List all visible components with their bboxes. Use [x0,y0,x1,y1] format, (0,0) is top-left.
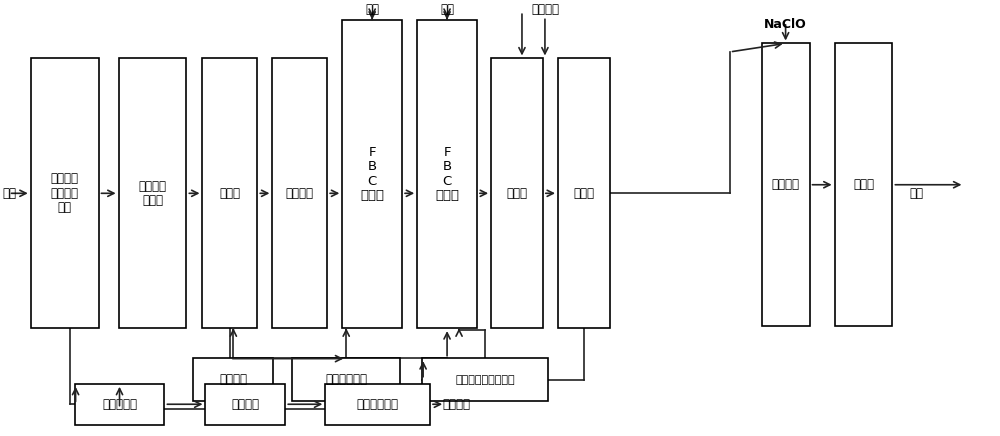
Text: 滤布滤池: 滤布滤池 [772,178,800,191]
Text: NaClO: NaClO [764,17,807,31]
Bar [417,20,477,328]
Bar [342,20,402,328]
Text: 初沉污泥泵房: 初沉污泥泵房 [325,373,367,386]
Bar [75,384,164,425]
Bar [325,384,430,425]
Text: 回流及剩余污泥泵房: 回流及剩余污泥泵房 [455,375,515,385]
Text: 好氧池: 好氧池 [506,187,527,200]
Text: 初沉池: 初沉池 [219,187,240,200]
Text: 终沉池: 终沉池 [573,187,594,200]
Text: 污泥浓缩池: 污泥浓缩池 [102,398,137,411]
Text: 原水: 原水 [365,3,379,16]
Text: 泥饼外运: 泥饼外运 [442,398,470,411]
Text: 接触池: 接触池 [853,178,874,191]
Text: F
B
C
缺氧池: F B C 缺氧池 [435,146,459,202]
Text: 除磷药剂: 除磷药剂 [531,3,559,16]
Text: F
B
C
厌氧池: F B C 厌氧池 [360,146,384,202]
Bar [193,358,273,401]
Bar [835,44,892,326]
Bar [558,58,610,328]
Bar [272,58,327,328]
Bar [292,358,400,401]
Bar [422,358,548,401]
Text: 细格栅及
沉砂池: 细格栅及 沉砂池 [138,180,166,207]
Bar [119,58,186,328]
Bar [202,58,257,328]
Text: 消化系统: 消化系统 [231,398,259,411]
Bar [762,44,810,326]
Text: 原水: 原水 [440,3,454,16]
Text: 粗格珊及
污水提升
泵房: 粗格珊及 污水提升 泵房 [51,172,79,215]
Text: 污泥脱水系统: 污泥脱水系统 [357,398,399,411]
Bar [31,58,99,328]
Bar [491,58,543,328]
Text: 外排: 外排 [909,187,923,200]
Bar [205,384,285,425]
Text: 超细格珊: 超细格珊 [286,187,314,200]
Text: 鼓风机房: 鼓风机房 [219,373,247,386]
Text: 原水: 原水 [3,187,17,200]
